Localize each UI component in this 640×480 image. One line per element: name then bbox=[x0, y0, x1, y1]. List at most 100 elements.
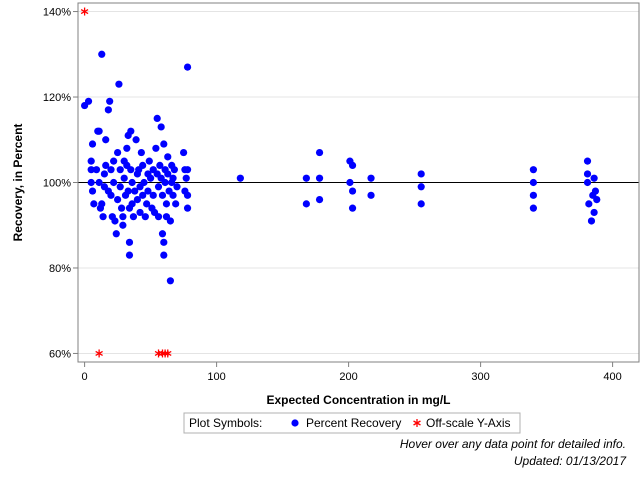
data-point[interactable] bbox=[162, 200, 171, 208]
data-point[interactable] bbox=[172, 200, 180, 208]
data-point[interactable] bbox=[183, 204, 192, 212]
data-point[interactable] bbox=[529, 191, 538, 199]
data-point[interactable] bbox=[164, 170, 172, 178]
data-point[interactable] bbox=[132, 136, 140, 144]
data-point[interactable] bbox=[348, 161, 357, 170]
data-point[interactable] bbox=[183, 166, 192, 174]
data-point[interactable] bbox=[169, 191, 177, 199]
data-point[interactable] bbox=[128, 178, 136, 187]
data-point[interactable] bbox=[88, 187, 97, 195]
data-point[interactable] bbox=[125, 238, 134, 246]
data-point[interactable] bbox=[87, 166, 95, 174]
data-point[interactable] bbox=[236, 174, 244, 182]
data-point[interactable] bbox=[158, 191, 167, 199]
data-point[interactable] bbox=[140, 178, 148, 187]
data-point[interactable] bbox=[99, 213, 107, 221]
data-point[interactable] bbox=[137, 148, 145, 157]
data-point[interactable] bbox=[127, 166, 135, 174]
data-point[interactable] bbox=[149, 191, 157, 199]
data-point[interactable] bbox=[143, 200, 151, 208]
data-point[interactable] bbox=[119, 213, 127, 221]
data-point[interactable] bbox=[100, 170, 108, 178]
data-point[interactable] bbox=[346, 178, 354, 187]
data-point[interactable] bbox=[128, 200, 136, 208]
data-point[interactable] bbox=[136, 208, 144, 217]
data-point[interactable] bbox=[593, 195, 601, 204]
data-point[interactable] bbox=[119, 221, 127, 229]
data-point[interactable] bbox=[133, 195, 141, 204]
data-point[interactable] bbox=[170, 166, 178, 174]
data-point[interactable] bbox=[348, 204, 357, 212]
data-point[interactable] bbox=[302, 174, 310, 182]
data-point[interactable] bbox=[173, 183, 181, 191]
data-point[interactable] bbox=[116, 166, 124, 174]
data-points[interactable] bbox=[80, 7, 601, 358]
data-point[interactable] bbox=[95, 127, 103, 135]
data-point[interactable] bbox=[183, 191, 192, 199]
data-point[interactable] bbox=[590, 174, 598, 182]
data-point[interactable] bbox=[315, 174, 324, 182]
data-point[interactable] bbox=[348, 187, 357, 195]
data-point[interactable] bbox=[417, 183, 425, 191]
data-point[interactable] bbox=[157, 123, 165, 131]
data-point[interactable] bbox=[95, 178, 103, 187]
data-point[interactable] bbox=[107, 166, 115, 174]
data-point[interactable] bbox=[87, 178, 95, 187]
data-point[interactable] bbox=[160, 238, 168, 246]
data-point[interactable] bbox=[587, 217, 596, 225]
data-point[interactable] bbox=[153, 114, 161, 122]
data-point[interactable] bbox=[144, 187, 152, 195]
data-point[interactable] bbox=[98, 50, 106, 58]
data-point[interactable] bbox=[131, 187, 139, 195]
data-point[interactable] bbox=[87, 157, 95, 165]
data-point[interactable] bbox=[141, 213, 149, 221]
data-point[interactable] bbox=[161, 178, 169, 187]
data-point[interactable] bbox=[114, 148, 122, 157]
data-point[interactable] bbox=[583, 157, 592, 165]
data-point[interactable] bbox=[120, 174, 128, 182]
data-point[interactable] bbox=[104, 106, 112, 114]
data-point[interactable] bbox=[117, 204, 126, 212]
data-point-offscale[interactable] bbox=[163, 349, 172, 358]
data-point[interactable] bbox=[139, 191, 147, 199]
data-point[interactable] bbox=[590, 208, 598, 217]
data-point[interactable] bbox=[98, 200, 106, 208]
data-point[interactable] bbox=[90, 200, 98, 208]
data-point[interactable] bbox=[124, 187, 132, 195]
data-point[interactable] bbox=[139, 161, 147, 170]
data-point[interactable] bbox=[182, 174, 190, 182]
data-point[interactable] bbox=[302, 200, 310, 208]
data-point[interactable] bbox=[145, 157, 153, 165]
data-point[interactable] bbox=[114, 195, 122, 204]
data-point[interactable] bbox=[84, 97, 93, 105]
data-point[interactable] bbox=[183, 63, 192, 71]
data-point[interactable] bbox=[315, 148, 324, 157]
data-point[interactable] bbox=[164, 153, 172, 161]
data-point[interactable] bbox=[315, 195, 324, 204]
data-point[interactable] bbox=[88, 140, 97, 148]
data-point[interactable] bbox=[125, 251, 134, 259]
data-point[interactable] bbox=[110, 178, 118, 187]
data-point[interactable] bbox=[115, 80, 123, 88]
data-point[interactable] bbox=[110, 157, 118, 165]
data-point[interactable] bbox=[152, 144, 160, 152]
data-point[interactable] bbox=[102, 136, 110, 144]
data-point[interactable] bbox=[166, 277, 174, 285]
data-point[interactable] bbox=[166, 217, 174, 225]
data-point[interactable] bbox=[583, 170, 592, 178]
data-point[interactable] bbox=[583, 178, 592, 187]
data-point[interactable] bbox=[147, 174, 155, 182]
data-point[interactable] bbox=[112, 230, 120, 238]
data-point[interactable] bbox=[585, 200, 593, 208]
data-point[interactable] bbox=[123, 144, 131, 152]
data-point[interactable] bbox=[107, 191, 115, 199]
data-point[interactable] bbox=[92, 166, 101, 174]
data-point[interactable] bbox=[154, 183, 163, 191]
data-point[interactable] bbox=[129, 213, 138, 221]
data-point[interactable] bbox=[591, 187, 600, 195]
data-point[interactable] bbox=[417, 200, 425, 208]
data-point[interactable] bbox=[156, 161, 164, 170]
data-point[interactable] bbox=[160, 140, 168, 148]
data-point-offscale[interactable] bbox=[80, 7, 89, 16]
data-point[interactable] bbox=[367, 174, 375, 182]
